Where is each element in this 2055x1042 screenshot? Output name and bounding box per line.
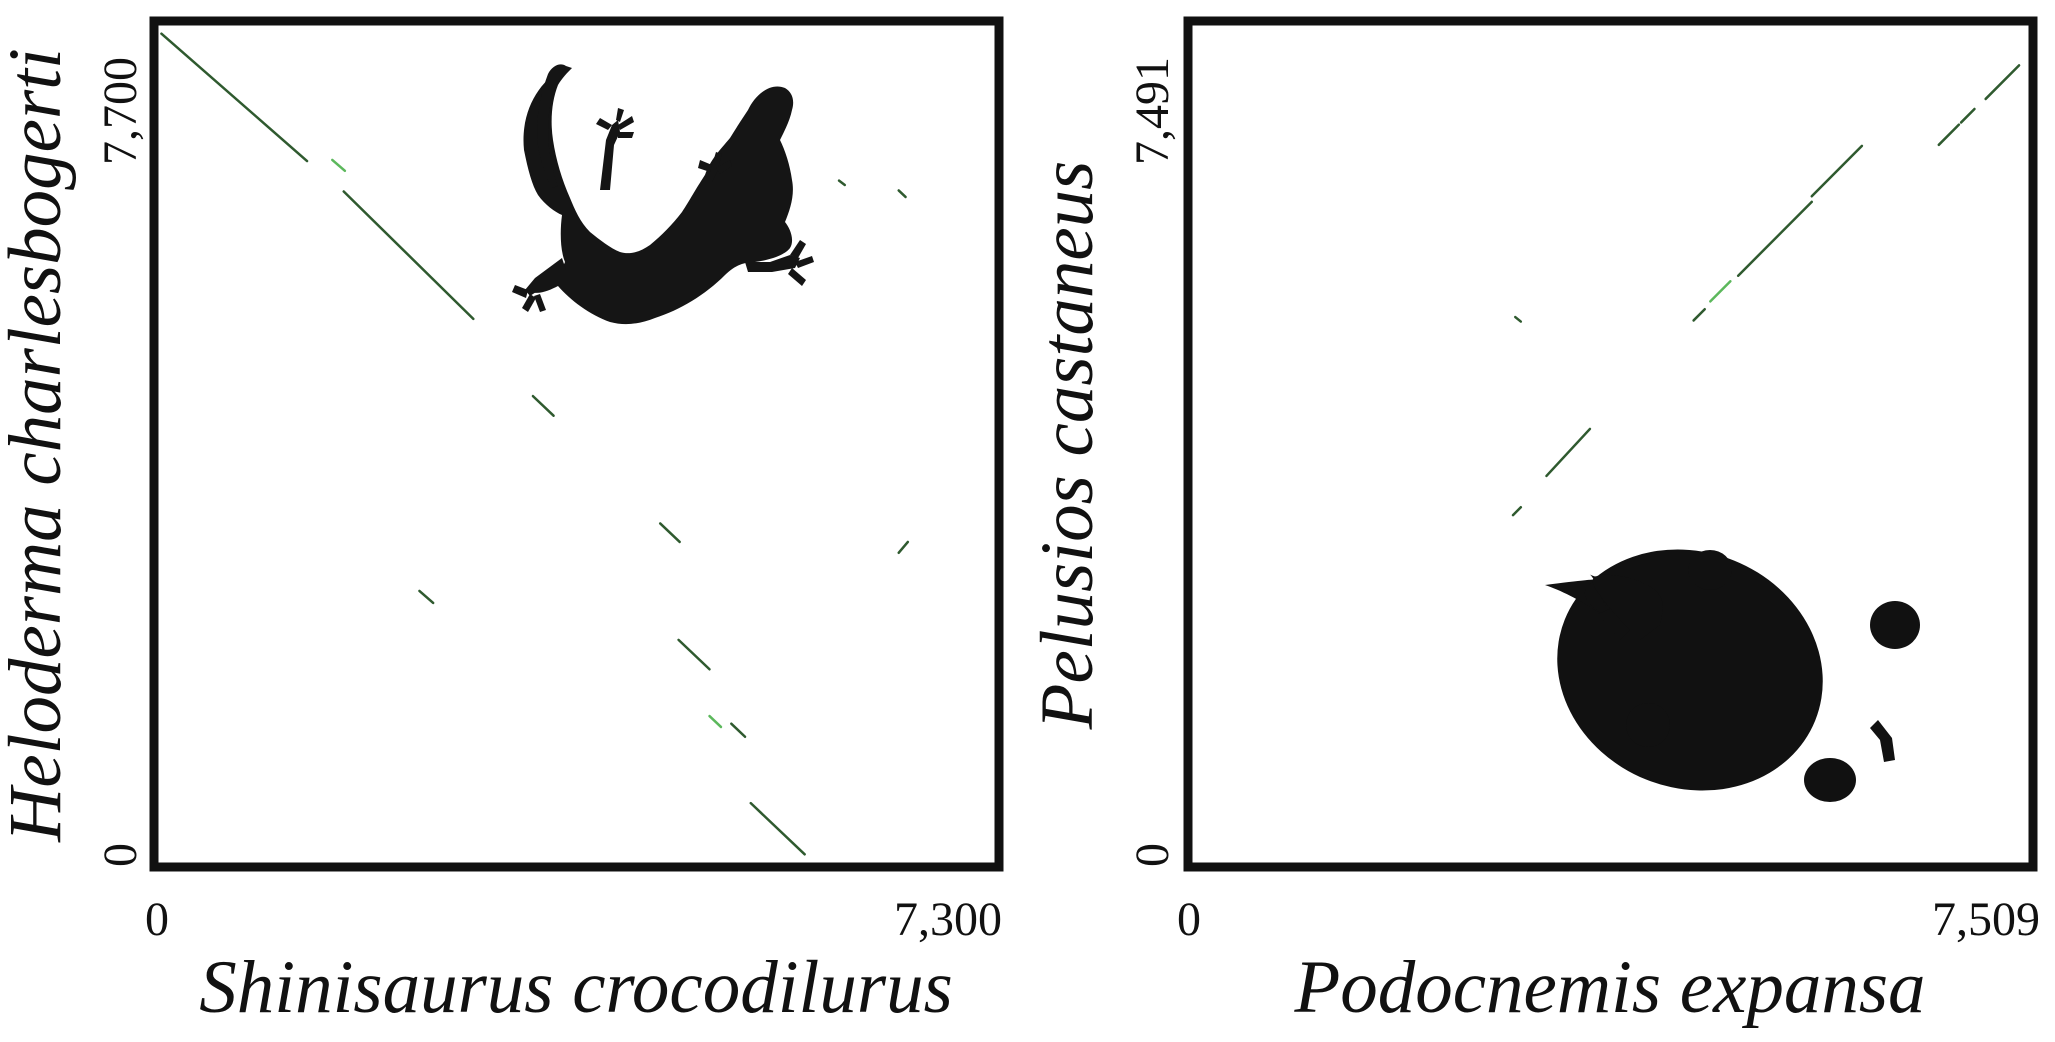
x-tick-label-max-right: 7,509 [1932,893,2040,946]
y-axis-title-right: Pelusios castaneus [1026,161,1109,731]
x-tick-label-min-right: 0 [1177,893,1201,946]
alignment-segment [1959,107,1976,124]
x-tick-label-min-left: 0 [145,893,169,946]
lizard-silhouette [512,64,814,325]
plot-frame-left [149,16,1004,872]
x-axis-title-right: Podocnemis expansa [1293,946,1925,1029]
alignment-segment [1692,308,1706,322]
panel-left: 0 7,300 0 7,700 Shinisaurus crocodilurus… [0,16,1004,1029]
turtle-silhouette [1545,549,1920,802]
alignment-segment [1736,200,1814,277]
alignment-segment [1937,123,1961,147]
alignment-segment [1709,280,1732,303]
alignment-segment [749,801,806,856]
alignment-segment [1514,315,1523,323]
alignment-segment [1545,427,1592,478]
x-tick-label-max-left: 7,300 [894,893,1002,946]
alignment-segment [677,638,711,671]
alignment-segment [160,32,309,163]
alignment-segment [1810,144,1864,198]
y-tick-label-min-right: 0 [1126,843,1179,867]
alignment-segment [730,722,747,739]
plot-frame-right [1183,16,2038,872]
alignment-segment [342,190,475,321]
alignment-segment [1984,64,2021,101]
alignment-segment [658,522,681,544]
alignment-segment [331,158,347,173]
turtle-head [1592,574,1663,640]
alignment-segment [897,540,910,555]
alignment-segment [531,394,555,417]
y-axis-title-left: Heloderma charlesbogerti [0,48,77,843]
y-tick-label-max-left: 7,700 [94,57,147,165]
alignment-segment [418,589,435,605]
y-tick-label-max-right: 7,491 [1126,57,1179,165]
alignment-segment [1511,506,1523,517]
x-axis-title-left: Shinisaurus crocodilurus [199,946,953,1029]
panel-right: 0 7,509 0 7,491 Podocnemis expansa Pelus… [1026,16,2040,1029]
alignment-segment [837,179,847,187]
segments-left [160,32,910,856]
segments-right [1511,64,2021,517]
alignment-segment [708,714,723,729]
y-tick-label-min-left: 0 [94,843,147,867]
alignment-segment [897,189,907,199]
